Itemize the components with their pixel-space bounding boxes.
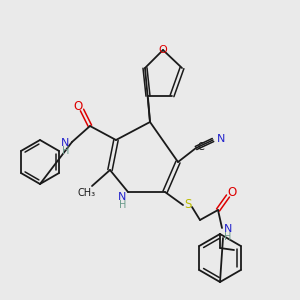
Text: H: H bbox=[61, 146, 69, 156]
Text: C: C bbox=[197, 142, 204, 152]
Text: O: O bbox=[74, 100, 82, 113]
Text: N: N bbox=[224, 224, 232, 234]
Text: N: N bbox=[118, 192, 126, 202]
Text: O: O bbox=[227, 187, 237, 200]
Text: S: S bbox=[184, 199, 192, 212]
Text: O: O bbox=[159, 45, 167, 55]
Text: N: N bbox=[217, 134, 225, 144]
Text: H: H bbox=[118, 200, 126, 210]
Text: CH₃: CH₃ bbox=[78, 188, 96, 198]
Text: N: N bbox=[61, 138, 69, 148]
Text: H: H bbox=[224, 232, 231, 242]
